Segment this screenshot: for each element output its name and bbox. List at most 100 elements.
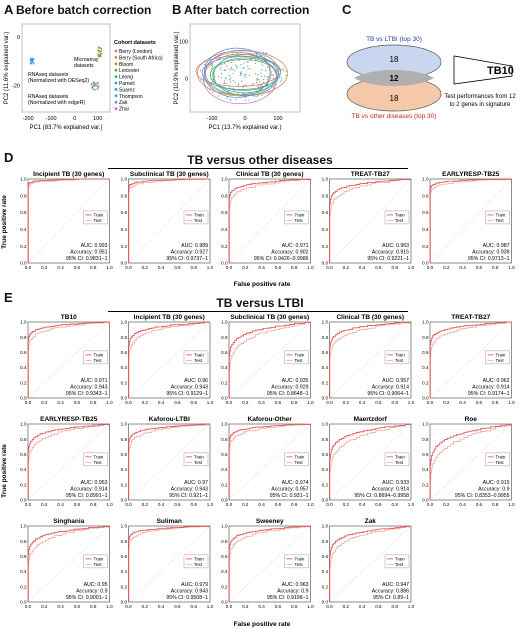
panel-a-title: Before batch correction	[16, 3, 152, 17]
roc-x-tick: 0.8	[492, 400, 499, 405]
panel-b-point	[240, 64, 242, 66]
roc-train-curve	[429, 178, 512, 264]
roc-y-tick: 0.0	[121, 261, 128, 266]
panel-b-point	[230, 68, 232, 70]
panel-a-annotation: RNAseq datasets	[28, 72, 69, 78]
panel-b-point	[232, 68, 234, 71]
roc-x-tick: 0.0	[326, 502, 333, 507]
panel-a-y-tick: 0	[17, 35, 20, 41]
roc-test-curve	[128, 424, 211, 501]
panel-b-point	[211, 91, 214, 93]
roc-x-tick: 0.4	[459, 502, 466, 507]
panel-b-cluster-ellipse	[195, 55, 281, 87]
roc-auc-label: AUC: 0.971	[282, 243, 309, 249]
roc-legend-test-label: Test	[94, 562, 103, 567]
panel-b-point	[236, 65, 238, 67]
panel-b-point	[232, 79, 234, 81]
panel-b-point	[224, 69, 227, 72]
panel-a-point	[98, 51, 100, 53]
roc-ci-label: 95% CI: 0.89−1	[373, 595, 409, 601]
roc-y-tick: 0.4	[322, 227, 329, 232]
roc-x-tick: 1.0	[307, 265, 314, 270]
roc-x-tick: 0.6	[476, 502, 483, 507]
roc-x-tick: 0.8	[90, 604, 97, 609]
panel-b-point	[266, 79, 269, 81]
roc-accuracy-label: Accuracy: 0.957	[271, 487, 308, 493]
panel-a-legend-label: Parnell	[119, 81, 135, 87]
roc-x-tick: 0.4	[359, 400, 366, 405]
panel-b-title: After batch correction	[184, 3, 310, 17]
roc-test-curve	[329, 526, 412, 603]
panel-b-point	[285, 70, 287, 72]
roc-train-curve	[228, 424, 311, 501]
panel-b-point	[240, 72, 242, 74]
panel-b-point	[285, 75, 287, 77]
panel-b-point	[267, 66, 269, 69]
roc-accuracy-label: Accuracy: 0.915	[372, 250, 409, 256]
roc-panel-title: Maertzdorf	[354, 416, 388, 423]
roc-test-curve	[429, 321, 512, 399]
roc-x-tick: 0.4	[258, 265, 265, 270]
roc-y-tick: 0.0	[20, 600, 27, 605]
panel-e-title-rule	[108, 311, 408, 312]
roc-x-tick: 0.2	[242, 502, 249, 507]
panel-b-point	[252, 82, 255, 85]
roc-y-tick: 0.8	[422, 193, 429, 198]
roc-x-tick: 0.4	[57, 265, 64, 270]
roc-panel-title: Incipient TB (30 genes)	[134, 314, 205, 321]
panel-a-annotation: RNAseq datasets	[28, 94, 69, 100]
roc-x-tick: 0.0	[125, 265, 132, 270]
panel-b-point	[228, 68, 230, 71]
panel-b-point	[225, 82, 227, 85]
roc-legend-test-label: Test	[194, 358, 203, 363]
panel-b-point	[280, 76, 283, 79]
panel-letter-e: E	[4, 290, 13, 305]
roc-auc-label: AUC: 0.915	[483, 480, 510, 486]
roc-test-curve	[128, 322, 211, 399]
panel-b-point	[217, 75, 220, 78]
roc-y-tick: 0.8	[422, 335, 429, 340]
venn-bottom-value: 18	[390, 94, 399, 103]
roc-legend-train-label: Train	[496, 454, 506, 459]
roc-x-tick: 1.0	[106, 604, 113, 609]
roc-ci-label: 95% CI: 0.931−1	[270, 493, 309, 499]
roc-accuracy-label: Accuracy: 0.929	[271, 385, 308, 391]
panel-b-point	[229, 78, 231, 80]
roc-diagonal	[27, 423, 110, 501]
roc-y-tick: 0.6	[221, 210, 228, 215]
panel-a-point	[97, 81, 99, 83]
roc-ci-label: 95% CI: 0.8353−0.9955	[455, 493, 510, 499]
panel-b-point	[250, 58, 252, 60]
roc-train-curve	[27, 321, 110, 399]
panel-b-point	[235, 99, 237, 101]
roc-diagonal	[429, 321, 512, 399]
roc-y-tick: 1.0	[422, 320, 429, 325]
panel-a-legend-swatch	[114, 107, 118, 110]
roc-y-tick: 1.0	[221, 320, 228, 325]
roc-y-tick: 0.4	[221, 227, 228, 232]
panel-b-point	[261, 94, 263, 96]
roc-y-tick: 0.2	[221, 244, 228, 249]
roc-x-tick: 0.6	[74, 265, 81, 270]
roc-x-tick: 0.8	[90, 265, 97, 270]
roc-x-tick: 1.0	[408, 604, 415, 609]
panel-a-annotation: datasets	[74, 63, 94, 69]
roc-y-tick: 0.8	[221, 335, 228, 340]
panel-b-point	[281, 79, 283, 81]
roc-y-tick: 0.0	[322, 600, 329, 605]
panel-b-point	[247, 65, 249, 67]
roc-y-tick: 1.0	[322, 177, 329, 182]
panel-b-point	[282, 68, 284, 70]
roc-x-tick: 0.0	[226, 265, 233, 270]
panel-a-legend-swatch	[114, 56, 118, 59]
panel-a-point	[100, 50, 103, 52]
panel-b-x-tick: -100	[206, 116, 217, 122]
panel-b-point	[261, 55, 263, 57]
roc-x-tick: 1.0	[508, 265, 515, 270]
panel-b-point	[280, 69, 282, 71]
roc-x-tick: 1.0	[106, 400, 113, 405]
panel-a-point	[100, 55, 102, 57]
panel-a-point	[99, 54, 102, 56]
roc-y-tick: 0.2	[121, 380, 128, 385]
panel-b-point	[242, 67, 244, 69]
